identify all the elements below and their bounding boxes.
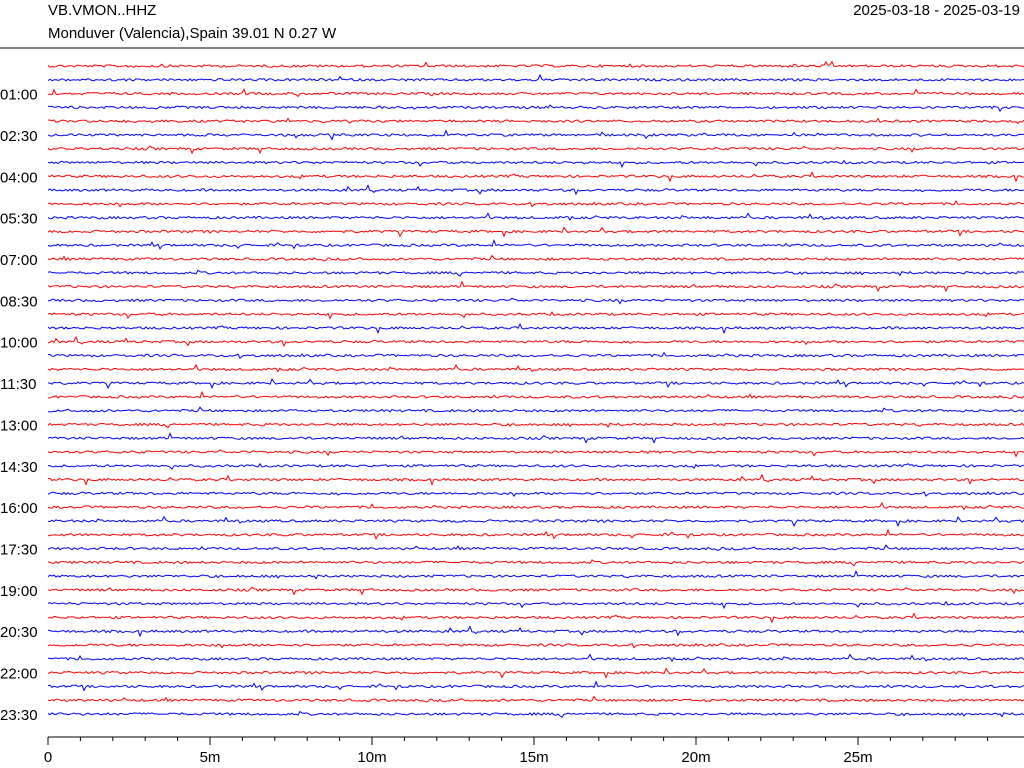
y-tick-label: 07:00 — [0, 252, 38, 269]
trace — [47, 710, 1024, 718]
trace — [47, 515, 1024, 528]
trace — [47, 695, 1024, 703]
trace — [47, 422, 1024, 429]
trace — [47, 159, 1024, 169]
trace — [47, 462, 1024, 470]
y-tick-label: 17:30 — [0, 542, 38, 559]
trace — [47, 269, 1024, 277]
y-tick-label: 23:30 — [0, 707, 38, 724]
trace — [47, 335, 1024, 348]
trace — [47, 60, 1024, 68]
trace — [47, 311, 1024, 320]
x-tick-label: 10m — [357, 749, 386, 766]
date-range: 2025-03-18 - 2025-03-19 — [853, 2, 1020, 19]
trace — [47, 171, 1024, 183]
trace — [47, 559, 1024, 567]
y-tick-label: 22:00 — [0, 666, 38, 683]
trace — [47, 625, 1024, 638]
station-title: VB.VMON..HHZ — [48, 2, 156, 19]
y-tick-label: 16:00 — [0, 500, 38, 517]
trace — [47, 528, 1024, 540]
y-tick-label: 14:30 — [0, 459, 38, 476]
trace — [47, 184, 1024, 196]
trace — [47, 129, 1024, 141]
trace — [47, 653, 1024, 663]
trace — [47, 145, 1024, 155]
trace — [48, 351, 1024, 360]
y-tick-label: 05:30 — [0, 211, 38, 228]
trace — [47, 239, 1024, 250]
trace — [47, 363, 1024, 373]
trace — [48, 297, 1024, 305]
trace — [47, 432, 1024, 444]
trace — [47, 378, 1024, 390]
trace — [47, 544, 1024, 551]
trace — [47, 680, 1024, 692]
y-tick-label: 01:00 — [0, 87, 38, 104]
x-tick-label: 5m — [200, 749, 221, 766]
trace — [47, 390, 1024, 400]
trace — [47, 449, 1024, 458]
trace — [47, 280, 1024, 293]
y-tick-label: 10:00 — [0, 335, 38, 352]
trace — [47, 254, 1024, 262]
trace — [47, 600, 1024, 610]
trace — [48, 473, 1024, 486]
trace — [47, 612, 1024, 624]
x-tick-label: 25m — [843, 749, 872, 766]
y-tick-label: 20:30 — [0, 624, 38, 641]
x-tick-label: 15m — [519, 749, 548, 766]
trace — [47, 87, 1024, 98]
trace — [47, 586, 1024, 596]
y-tick-label: 02:30 — [0, 128, 38, 145]
trace — [47, 667, 1024, 679]
trace — [47, 642, 1024, 649]
trace — [47, 501, 1024, 511]
y-tick-label: 11:30 — [0, 376, 36, 393]
y-tick-label: 13:00 — [0, 417, 38, 434]
y-tick-label: 08:30 — [0, 293, 38, 310]
trace — [47, 406, 1024, 413]
trace — [47, 569, 1024, 580]
x-tick-label: 20m — [681, 749, 710, 766]
trace — [47, 104, 1024, 113]
trace — [47, 322, 1024, 335]
trace — [47, 117, 1024, 125]
trace — [47, 212, 1024, 221]
station-location: Monduver (Valencia),Spain 39.01 N 0.27 W — [48, 25, 337, 42]
trace — [47, 491, 1024, 497]
x-tick-label: 0 — [44, 749, 52, 766]
trace — [47, 73, 1024, 82]
trace — [47, 226, 1024, 238]
y-tick-label: 19:00 — [0, 583, 38, 600]
y-tick-label: 04:00 — [0, 169, 38, 186]
trace — [47, 200, 1024, 208]
